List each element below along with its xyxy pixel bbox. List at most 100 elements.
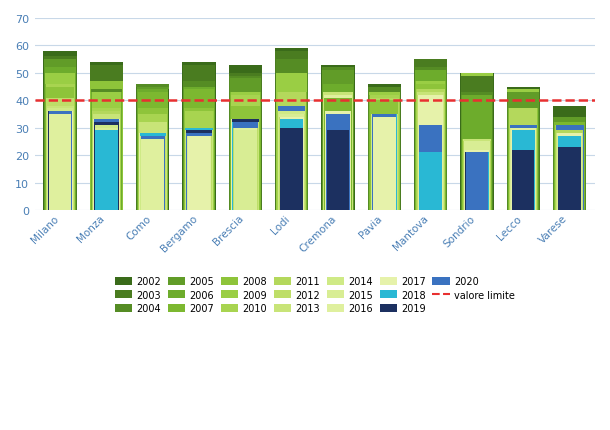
- Bar: [323, 93, 353, 210]
- Bar: [46, 85, 74, 210]
- Bar: [554, 123, 585, 210]
- Bar: [464, 142, 490, 210]
- Bar: [556, 134, 583, 210]
- Bar: [47, 109, 73, 210]
- Bar: [553, 117, 586, 210]
- Bar: [278, 93, 306, 210]
- Bar: [91, 90, 122, 210]
- Bar: [554, 123, 585, 210]
- Bar: [188, 137, 210, 210]
- Bar: [187, 137, 211, 210]
- Bar: [45, 60, 76, 210]
- Bar: [95, 123, 118, 210]
- Bar: [461, 93, 493, 210]
- Bar: [47, 107, 74, 210]
- Bar: [138, 115, 167, 210]
- Bar: [417, 95, 444, 210]
- Bar: [278, 112, 305, 210]
- Bar: [136, 85, 170, 210]
- Bar: [187, 137, 212, 210]
- Bar: [417, 93, 444, 210]
- Bar: [508, 109, 538, 210]
- Legend: 2002, 2003, 2004, 2005, 2006, 2007, 2008, 2009, 2010, 2011, 2012, 2013, 2014, 20: 2002, 2003, 2004, 2005, 2006, 2007, 2008…: [111, 273, 518, 317]
- Bar: [464, 150, 489, 210]
- Bar: [234, 131, 257, 210]
- Bar: [557, 134, 583, 210]
- Bar: [46, 98, 74, 210]
- Bar: [137, 90, 168, 210]
- Bar: [369, 93, 400, 210]
- Bar: [232, 120, 259, 210]
- Bar: [93, 120, 120, 210]
- Bar: [183, 82, 215, 210]
- Bar: [463, 142, 490, 210]
- Bar: [465, 153, 488, 210]
- Bar: [141, 139, 164, 210]
- Bar: [417, 90, 445, 210]
- Bar: [275, 49, 309, 210]
- Bar: [185, 131, 213, 210]
- Bar: [508, 109, 539, 210]
- Bar: [137, 87, 169, 210]
- Bar: [461, 74, 493, 210]
- Bar: [508, 93, 539, 210]
- Bar: [463, 142, 491, 210]
- Bar: [137, 87, 169, 210]
- Bar: [323, 93, 353, 210]
- Bar: [281, 129, 303, 210]
- Bar: [510, 129, 536, 210]
- Bar: [185, 129, 213, 210]
- Bar: [370, 98, 398, 210]
- Bar: [185, 131, 212, 210]
- Bar: [92, 93, 121, 210]
- Bar: [465, 153, 489, 210]
- Bar: [321, 65, 354, 210]
- Bar: [370, 95, 399, 210]
- Bar: [417, 95, 443, 210]
- Bar: [415, 71, 446, 210]
- Bar: [419, 126, 442, 210]
- Bar: [140, 134, 166, 210]
- Bar: [462, 139, 492, 210]
- Bar: [415, 82, 446, 210]
- Bar: [276, 74, 307, 210]
- Bar: [280, 120, 303, 210]
- Bar: [324, 95, 352, 210]
- Bar: [232, 123, 259, 210]
- Bar: [278, 93, 306, 210]
- Bar: [373, 117, 396, 210]
- Bar: [461, 74, 493, 210]
- Bar: [232, 123, 259, 210]
- Bar: [557, 137, 582, 210]
- Bar: [139, 134, 167, 210]
- Bar: [48, 112, 73, 210]
- Bar: [326, 115, 350, 210]
- Bar: [279, 115, 305, 210]
- Bar: [368, 87, 401, 210]
- Bar: [555, 126, 584, 210]
- Bar: [46, 98, 74, 210]
- Bar: [90, 63, 123, 210]
- Bar: [186, 134, 212, 210]
- Bar: [511, 131, 535, 210]
- Bar: [416, 82, 445, 210]
- Bar: [464, 142, 490, 210]
- Bar: [324, 95, 352, 210]
- Bar: [322, 68, 354, 210]
- Bar: [277, 93, 306, 210]
- Bar: [43, 52, 77, 210]
- Bar: [369, 95, 400, 210]
- Bar: [419, 153, 442, 210]
- Bar: [509, 109, 537, 210]
- Bar: [139, 123, 167, 210]
- Bar: [140, 134, 166, 210]
- Bar: [231, 93, 260, 210]
- Bar: [321, 68, 354, 210]
- Bar: [279, 115, 304, 210]
- Bar: [462, 139, 492, 210]
- Bar: [556, 126, 584, 210]
- Bar: [234, 129, 257, 210]
- Bar: [325, 98, 351, 210]
- Bar: [414, 60, 447, 210]
- Bar: [558, 137, 582, 210]
